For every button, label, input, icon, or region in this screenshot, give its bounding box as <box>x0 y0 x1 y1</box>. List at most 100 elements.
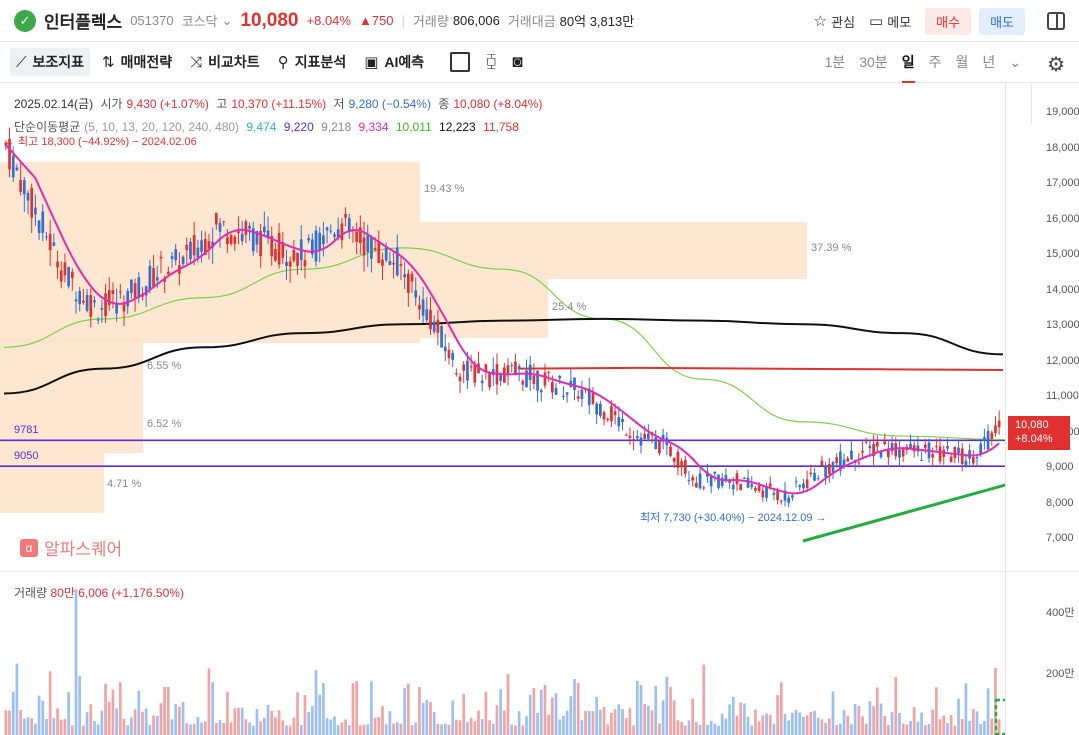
analysis-button[interactable]: ⚲ 지표분석 <box>272 48 353 76</box>
chevron-down-icon[interactable]: ⌄ <box>1009 54 1021 70</box>
panel-toggle-icon[interactable] <box>1047 12 1065 30</box>
candle-icon[interactable]: ⧮ <box>486 53 497 70</box>
volume-bar <box>543 684 547 735</box>
candle-body <box>957 447 960 454</box>
volume-bar <box>875 687 879 735</box>
volume-bar <box>410 725 414 735</box>
candle-body <box>595 403 599 415</box>
candle-body <box>621 418 624 422</box>
memo-button[interactable]: ▭ 메모 <box>869 12 911 31</box>
candle-body <box>322 235 325 245</box>
candle-body <box>632 439 635 441</box>
candle-body <box>816 478 820 480</box>
volume-bar <box>406 683 410 735</box>
candle-body <box>750 484 754 487</box>
legend-low: 9,280 (−0.54%) <box>348 97 431 111</box>
market-dropdown-icon[interactable]: ⌄ <box>221 12 233 28</box>
watch-button[interactable]: ☆ 관심 <box>814 12 855 31</box>
candle-body <box>226 237 229 245</box>
candle-body <box>19 180 22 192</box>
period-tab[interactable]: 월 <box>955 54 969 70</box>
fib-zone <box>0 453 104 513</box>
candle-body <box>576 396 580 399</box>
candle-body <box>296 252 299 266</box>
sell-button[interactable]: 매도 <box>979 7 1025 35</box>
candle-body <box>303 260 307 267</box>
candle-body <box>539 390 543 393</box>
candle-body <box>381 259 384 266</box>
volume-bar <box>724 718 728 735</box>
candle-body <box>857 462 861 464</box>
volume-bar <box>802 716 805 735</box>
candle-body <box>647 433 650 439</box>
volume-bar <box>635 680 639 735</box>
candle-body <box>960 448 964 464</box>
compare-button[interactable]: ⤨ 비교차트 <box>184 48 266 76</box>
candle-body <box>923 444 927 448</box>
candle-body <box>839 451 842 471</box>
volume-bar <box>488 720 491 735</box>
gear-icon[interactable]: ⚙ <box>1047 54 1065 76</box>
memo-icon: ▭ <box>869 13 884 30</box>
candle-body <box>543 372 547 386</box>
volume-bar <box>351 683 355 735</box>
candle-body <box>410 273 414 282</box>
volume-bar <box>650 710 654 735</box>
price-chart[interactable] <box>0 83 1005 735</box>
current-price-tag-value: 10,080 <box>1015 419 1049 431</box>
volume-bar <box>451 700 454 735</box>
period-tab[interactable]: 주 <box>928 54 942 70</box>
candle-body <box>107 290 111 305</box>
volume-bar <box>986 688 990 735</box>
candle-body <box>754 488 757 491</box>
volume-bar <box>975 711 979 735</box>
candle-body <box>118 291 122 293</box>
chart-toolbar: ⟋ 보조지표 ⇅ 매매전략 ⤨ 비교차트 ⚲ 지표분석 ▣ AI예측 ⧮ ◙ 1분 30분 일… <box>0 42 1079 125</box>
candle-body <box>861 450 864 453</box>
candle-body <box>425 309 429 321</box>
candle-body <box>791 495 794 498</box>
volume-bar <box>155 715 159 735</box>
volume-bar <box>466 722 469 735</box>
candle-body <box>52 242 56 246</box>
buy-button[interactable]: 매수 <box>925 7 972 35</box>
watermark-logo: α 알파스퀘어 <box>20 535 122 560</box>
volume-bar <box>447 724 451 735</box>
square-tool-icon[interactable] <box>450 52 471 72</box>
candle-body <box>115 302 118 314</box>
volume-bar <box>573 678 576 735</box>
candle-body <box>591 393 595 404</box>
volume-bar <box>48 671 52 735</box>
price-tick: 15,000 <box>1046 248 1079 260</box>
volume-bar <box>827 718 831 735</box>
volume-bar <box>798 712 802 735</box>
candle-body <box>174 249 178 261</box>
volume-bar <box>26 717 30 735</box>
ma120-line <box>3 247 1004 441</box>
period-tab[interactable]: 1분 <box>824 54 846 70</box>
volume-legend-value: 80만 6,006 (+1,176.50%) <box>50 586 184 600</box>
volume-bar <box>528 694 532 735</box>
period-tab[interactable]: 일 <box>901 42 915 83</box>
camera-icon[interactable]: ◙ <box>512 52 523 71</box>
ai-forecast-button[interactable]: ▣ AI예측 <box>358 48 430 76</box>
price-tick: 8,000 <box>1046 496 1074 509</box>
candle-body <box>451 352 454 360</box>
candle-body <box>34 207 37 215</box>
candle-body <box>809 472 813 475</box>
candle-body <box>850 450 853 460</box>
candle-body <box>610 406 613 422</box>
period-tab[interactable]: 30분 <box>859 54 888 70</box>
volume-bar <box>259 721 262 735</box>
strategy-button[interactable]: ⇅ 매매전략 <box>96 48 178 76</box>
candle-body <box>846 458 850 462</box>
volume-bar <box>791 712 794 735</box>
volume-bar <box>85 712 89 735</box>
volume-bar <box>362 724 366 735</box>
pane-divider[interactable] <box>0 571 1079 572</box>
volume-bar <box>938 719 942 735</box>
volume-bar <box>262 717 266 735</box>
period-tab[interactable]: 년 <box>982 54 996 70</box>
volume-bar <box>344 719 347 735</box>
indicator-button[interactable]: ⟋ 보조지표 <box>10 48 91 76</box>
